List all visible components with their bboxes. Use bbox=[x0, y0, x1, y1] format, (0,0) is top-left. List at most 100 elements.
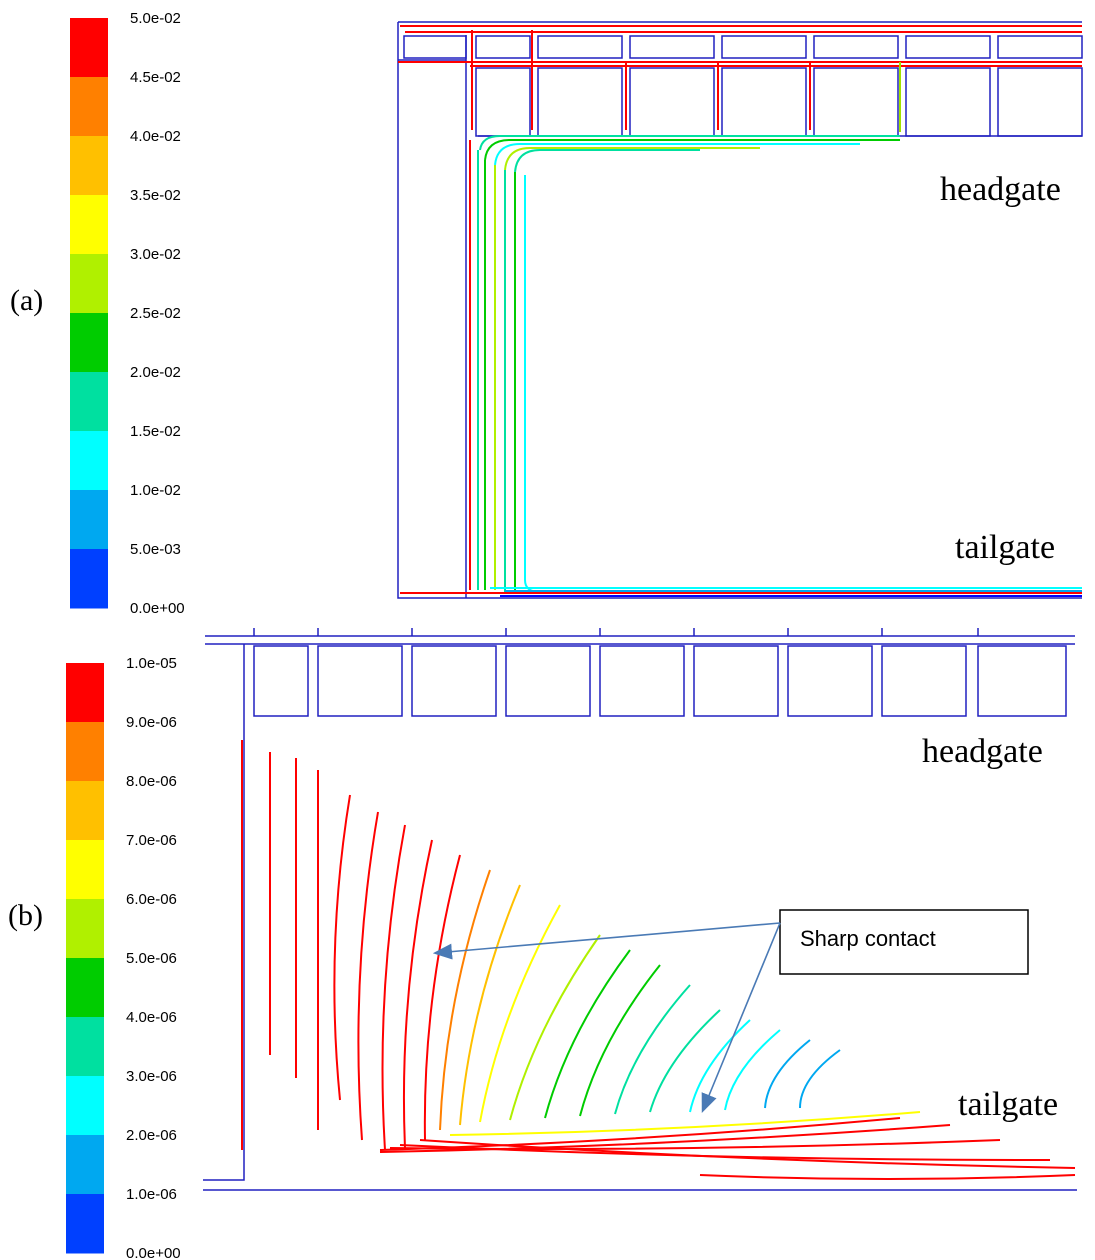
colorbar-b-tick-label: 4.0e-06 bbox=[126, 1009, 177, 1026]
callout-arrow-left bbox=[436, 923, 780, 953]
streamline-b-fan bbox=[765, 1040, 810, 1108]
pillar-b bbox=[318, 646, 402, 716]
colorbar-a-swatch bbox=[70, 431, 108, 491]
pillar-a-lower bbox=[630, 68, 714, 136]
colorbar-a-tick-label: 5.0e-03 bbox=[130, 541, 181, 558]
streamline-b-fan bbox=[725, 1030, 780, 1110]
colorbar-b-swatch bbox=[66, 1017, 104, 1077]
panel-a-headgate-label: headgate bbox=[940, 171, 1061, 208]
panel-b-left-wall bbox=[203, 644, 244, 1180]
colorbar-b-tick-label: 9.0e-06 bbox=[126, 714, 177, 731]
pillar-b bbox=[254, 646, 308, 716]
panel-a-tailgate-label: tailgate bbox=[955, 529, 1055, 566]
pillar-b bbox=[600, 646, 684, 716]
panel-a: 5.0e-02 4.5e-02 4.0e-02 3.5e-02 3.0e-02 2.5e-… bbox=[10, 10, 1082, 617]
streamline-b-fan bbox=[650, 1010, 720, 1112]
pillar-a-lower bbox=[906, 68, 990, 136]
colorbar-b-tick-label: 0.0e+00 bbox=[126, 1245, 181, 1260]
pillar-b bbox=[506, 646, 590, 716]
colorbar-b-tick-label: 1.0e-05 bbox=[126, 655, 177, 672]
colorbar-b-swatch bbox=[66, 958, 104, 1018]
pillar-b bbox=[412, 646, 496, 716]
colorbar-b-tick-label: 3.0e-06 bbox=[126, 1068, 177, 1085]
colorbar-b-swatch bbox=[66, 840, 104, 900]
panel-b: 1.0e-05 9.0e-06 8.0e-06 7.0e-06 6.0e-06 5.0e-… bbox=[8, 628, 1077, 1260]
colorbar-a-swatch bbox=[70, 313, 108, 373]
pillar-a-upper bbox=[476, 36, 530, 58]
colorbar-a-swatch bbox=[70, 549, 108, 609]
streamline-b-tail bbox=[700, 1175, 1075, 1179]
colorbar-b-swatch bbox=[66, 722, 104, 782]
streamline-b-fan bbox=[383, 825, 406, 1150]
pillar-a-lower bbox=[814, 68, 898, 136]
colorbar-a-tick-label: 4.0e-02 bbox=[130, 128, 181, 145]
colorbar-a-tick-label: 3.0e-02 bbox=[130, 246, 181, 263]
colorbar-b-tick-label: 7.0e-06 bbox=[126, 832, 177, 849]
panel-a-walls bbox=[398, 22, 1082, 598]
streamline-b-fan bbox=[800, 1050, 840, 1108]
panel-a-pillars bbox=[404, 36, 1082, 136]
colorbar-b-swatch bbox=[66, 663, 104, 723]
panel-a-gob-outline bbox=[398, 22, 1082, 598]
colorbar-a-swatch bbox=[70, 18, 108, 78]
colorbar-b-tick-label: 1.0e-06 bbox=[126, 1186, 177, 1203]
panel-b-tailgate-label: tailgate bbox=[958, 1086, 1058, 1123]
colorbar-a-swatch bbox=[70, 195, 108, 255]
pillar-a-upper bbox=[538, 36, 622, 58]
streamline-b-fan bbox=[404, 840, 432, 1148]
colorbar-b-tick-label: 5.0e-06 bbox=[126, 950, 177, 967]
colorbar-a-tick-label: 2.0e-02 bbox=[130, 364, 181, 381]
colorbar-a-tick-label: 3.5e-02 bbox=[130, 187, 181, 204]
colorbar-a-tick-label: 1.0e-02 bbox=[130, 482, 181, 499]
pillar-a-upper bbox=[722, 36, 806, 58]
colorbar-a-swatch bbox=[70, 136, 108, 196]
streamline-down-7 bbox=[525, 175, 540, 592]
colorbar-a-tick-label: 2.5e-02 bbox=[130, 305, 181, 322]
streamline-curve-5 bbox=[515, 150, 700, 172]
colorbar-a-tick-label: 1.5e-02 bbox=[130, 423, 181, 440]
colorbar-b-tick-label: 6.0e-06 bbox=[126, 891, 177, 908]
pillar-b bbox=[694, 646, 778, 716]
streamline-b-fan bbox=[690, 1020, 750, 1112]
colorbar-b-tick-label: 8.0e-06 bbox=[126, 773, 177, 790]
panel-b-label: (b) bbox=[8, 899, 43, 932]
colorbar-a-tick-label: 4.5e-02 bbox=[130, 69, 181, 86]
streamline-b-fan bbox=[615, 985, 690, 1114]
panel-b-headgate-label: headgate bbox=[922, 733, 1043, 770]
colorbar-a-swatch bbox=[70, 77, 108, 137]
colorbar-a-tick-label: 0.0e+00 bbox=[130, 600, 185, 617]
colorbar-a-swatch bbox=[70, 490, 108, 550]
pillar-a-upper bbox=[814, 36, 898, 58]
pillar-a-upper bbox=[998, 36, 1082, 58]
panel-a-streamlines bbox=[398, 26, 1082, 596]
pillar-a-lower bbox=[722, 68, 806, 136]
colorbar-b-swatch bbox=[66, 1076, 104, 1136]
streamline-b-fan bbox=[460, 885, 520, 1125]
pillar-b bbox=[978, 646, 1066, 716]
colorbar-b-swatch bbox=[66, 781, 104, 841]
pillar-a-upper bbox=[630, 36, 714, 58]
colorbar-a-swatch bbox=[70, 372, 108, 432]
pillar-a-lower bbox=[538, 68, 622, 136]
pillar-a-lower bbox=[998, 68, 1082, 136]
colorbar-a-swatch bbox=[70, 254, 108, 314]
panel-a-label: (a) bbox=[10, 284, 43, 317]
colorbar-b-swatch bbox=[66, 1135, 104, 1195]
colorbar-a: 5.0e-02 4.5e-02 4.0e-02 3.5e-02 3.0e-02 2.5e-… bbox=[70, 10, 185, 617]
colorbar-b-tick-label: 2.0e-06 bbox=[126, 1127, 177, 1144]
pillar-b bbox=[788, 646, 872, 716]
panel-b-pillars bbox=[254, 628, 1066, 716]
pillar-a-corner bbox=[404, 36, 466, 58]
pillar-b bbox=[882, 646, 966, 716]
streamline-curve-4 bbox=[505, 148, 760, 170]
pillar-a-lower bbox=[476, 68, 530, 136]
colorbar-b: 1.0e-05 9.0e-06 8.0e-06 7.0e-06 6.0e-06 5.0e-… bbox=[66, 655, 181, 1260]
colorbar-b-swatch bbox=[66, 899, 104, 959]
callout-text: Sharp contact bbox=[800, 926, 936, 951]
streamline-b-fan bbox=[358, 812, 378, 1140]
colorbar-b-swatch bbox=[66, 1194, 104, 1254]
colorbar-a-tick-label: 5.0e-02 bbox=[130, 10, 181, 27]
pillar-a-upper bbox=[906, 36, 990, 58]
streamline-b-fan bbox=[334, 795, 350, 1100]
